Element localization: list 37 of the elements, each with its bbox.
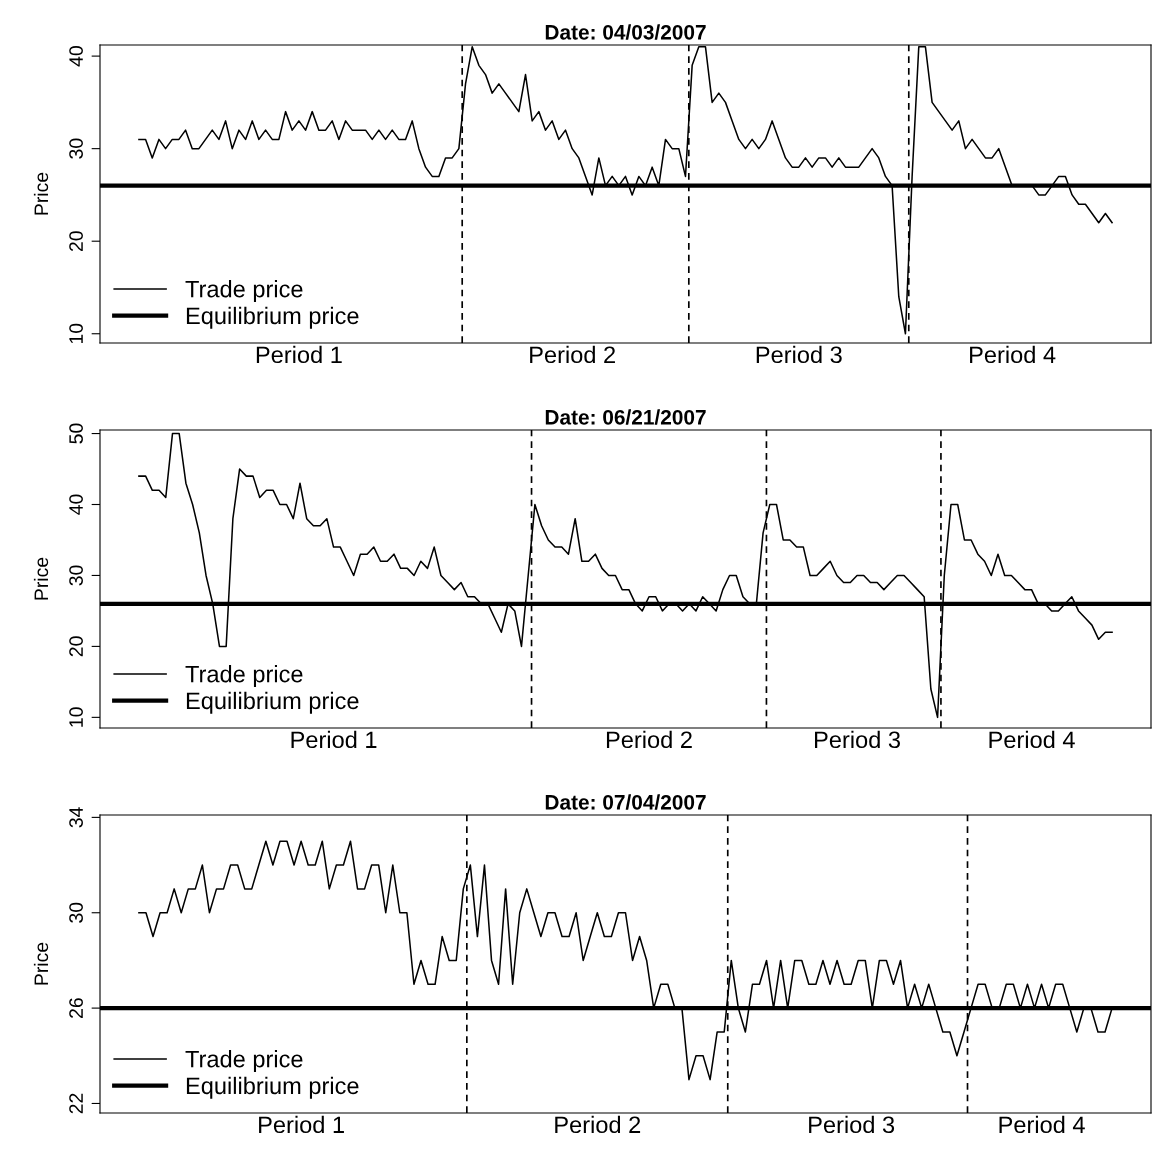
chart-title: Date: 06/21/2007 bbox=[545, 409, 706, 425]
x-tick-label: Period 2 bbox=[530, 345, 615, 364]
x-tick-label: Period 1 bbox=[291, 730, 377, 749]
y-tick-label: 10 bbox=[69, 707, 83, 727]
x-tick-label: Period 2 bbox=[555, 1115, 641, 1134]
y-tick-label: 30 bbox=[69, 138, 83, 159]
y-tick-label: 26 bbox=[69, 998, 83, 1018]
x-tick-label: Period 3 bbox=[815, 730, 900, 749]
y-tick-label: 10 bbox=[69, 323, 83, 344]
chart-title: Date: 07/04/2007 bbox=[545, 794, 706, 810]
y-axis-title: Price bbox=[33, 942, 49, 985]
x-tick-label: Period 4 bbox=[999, 1115, 1085, 1134]
y-tick-label: 20 bbox=[69, 636, 83, 657]
y-tick-label: 22 bbox=[69, 1093, 83, 1114]
x-tick-label: Period 4 bbox=[970, 345, 1056, 364]
y-axis-title: Price bbox=[33, 172, 49, 215]
y-tick-label: 50 bbox=[69, 423, 83, 444]
x-tick-label: Period 1 bbox=[256, 345, 342, 364]
x-tick-label: Period 4 bbox=[989, 730, 1075, 749]
y-tick-label: 40 bbox=[69, 46, 83, 67]
y-tick-label: 30 bbox=[69, 902, 83, 923]
legend-label: Equilibrium price bbox=[186, 691, 359, 714]
y-tick-label: 34 bbox=[69, 807, 83, 828]
y-axis-title: Price bbox=[33, 557, 49, 600]
y-tick-label: 30 bbox=[69, 565, 83, 586]
legend-label: Equilibrium price bbox=[186, 1076, 359, 1099]
legend-label: Equilibrium price bbox=[186, 306, 359, 329]
legend-label: Trade price bbox=[185, 665, 303, 688]
x-tick-label: Period 1 bbox=[259, 1115, 344, 1134]
x-tick-label: Period 2 bbox=[606, 730, 692, 749]
y-tick-label: 40 bbox=[69, 494, 83, 515]
chart-title: Date: 04/03/2007 bbox=[545, 24, 706, 40]
y-tick-label: 20 bbox=[69, 231, 83, 252]
x-tick-label: Period 3 bbox=[756, 345, 842, 364]
legend-label: Trade price bbox=[185, 280, 303, 303]
x-tick-label: Period 3 bbox=[809, 1115, 895, 1134]
legend-label: Trade price bbox=[185, 1050, 303, 1073]
